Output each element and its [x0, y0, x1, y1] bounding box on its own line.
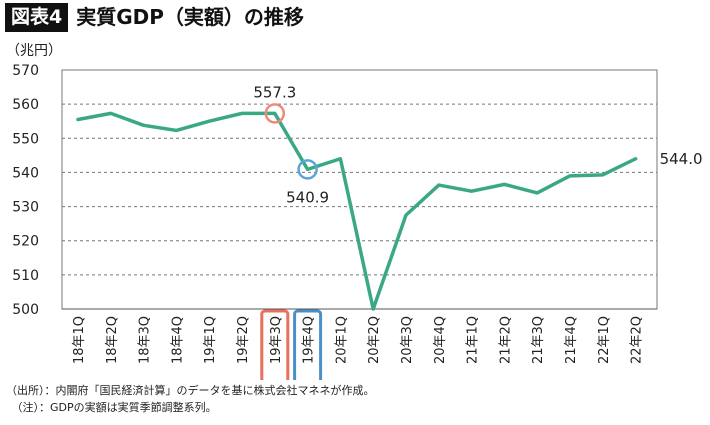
series-line [76, 111, 638, 311]
data-point [371, 307, 375, 311]
x-tick-label: 22年2Q [630, 316, 645, 364]
x-tick-label: 19年2Q [236, 316, 251, 364]
footnotes: （出所）：内閣府「国民経済計算」のデータを基に株式会社マネネが作成。 （注）：G… [6, 382, 375, 416]
x-tick-label: 21年3Q [531, 316, 546, 364]
y-tick-label: 530 [12, 200, 39, 216]
x-tick-label: 20年4Q [433, 316, 448, 364]
data-point [306, 167, 310, 171]
highlight-circle [264, 103, 286, 124]
data-point [601, 173, 605, 177]
y-tick-label: 570 [12, 63, 39, 79]
line-chart: （兆円） 500 510 520 530 540 550 560 570 18年1Q 18年2Q 18… [6, 43, 703, 380]
highlight-box [260, 309, 290, 380]
x-tick-label: 20年2Q [367, 316, 382, 364]
chart-title: 実質GDP（実額）の推移 [76, 5, 304, 29]
title-row: 図表4 実質GDP（実額）の推移 [5, 2, 304, 32]
source-note: （出所）：内閣府「国民経済計算」のデータを基に株式会社マネネが作成。 [6, 384, 375, 397]
y-tick-label: 510 [12, 268, 39, 284]
data-point [174, 128, 178, 132]
data-point [240, 111, 244, 115]
data-point [470, 189, 474, 193]
y-axis-unit-label: （兆円） [6, 43, 62, 59]
x-tick-label: 18年1Q [72, 316, 87, 364]
data-label: 540.9 [286, 188, 329, 206]
highlight-circle [297, 159, 318, 180]
x-tick-label: 18年2Q [105, 316, 120, 364]
x-tick-label: 21年4Q [564, 316, 579, 364]
data-point [142, 123, 146, 127]
data-point [568, 174, 572, 178]
x-tick-label: 20年3Q [400, 316, 415, 364]
x-tick-label: 18年4Q [170, 316, 185, 364]
y-tick-label: 560 [12, 97, 39, 113]
data-point [535, 191, 539, 195]
data-point [404, 213, 408, 217]
data-label: 544.0 [660, 150, 703, 168]
y-tick-label: 540 [12, 165, 39, 181]
data-point [273, 111, 277, 115]
x-tick-label: 18年3Q [138, 316, 153, 364]
definition-note: （注）：GDPの実額は実質季節調整系列。 [6, 401, 217, 414]
y-tick-label: 550 [12, 131, 39, 147]
x-tick-label: 19年1Q [203, 316, 218, 364]
x-tick-label: 22年1Q [597, 316, 612, 364]
data-point [634, 157, 638, 161]
data-point [437, 183, 441, 187]
y-tick-label: 520 [12, 234, 39, 250]
y-tick-label: 500 [12, 302, 39, 318]
highlight-box [293, 309, 323, 380]
x-tick-label: 19年3Q [269, 316, 284, 364]
x-tick-label: 21年1Q [466, 316, 481, 364]
figure-badge: 図表4 [5, 2, 69, 32]
x-tick-label: 20年1Q [334, 316, 349, 364]
data-point [109, 111, 113, 115]
x-tick-label: 19年4Q [302, 316, 317, 364]
x-tick-label: 21年2Q [498, 316, 513, 364]
data-point [207, 119, 211, 123]
plot-frame [61, 69, 658, 310]
data-point [76, 118, 80, 122]
data-point [338, 157, 342, 161]
data-point [502, 182, 506, 186]
data-label: 557.3 [253, 83, 296, 101]
